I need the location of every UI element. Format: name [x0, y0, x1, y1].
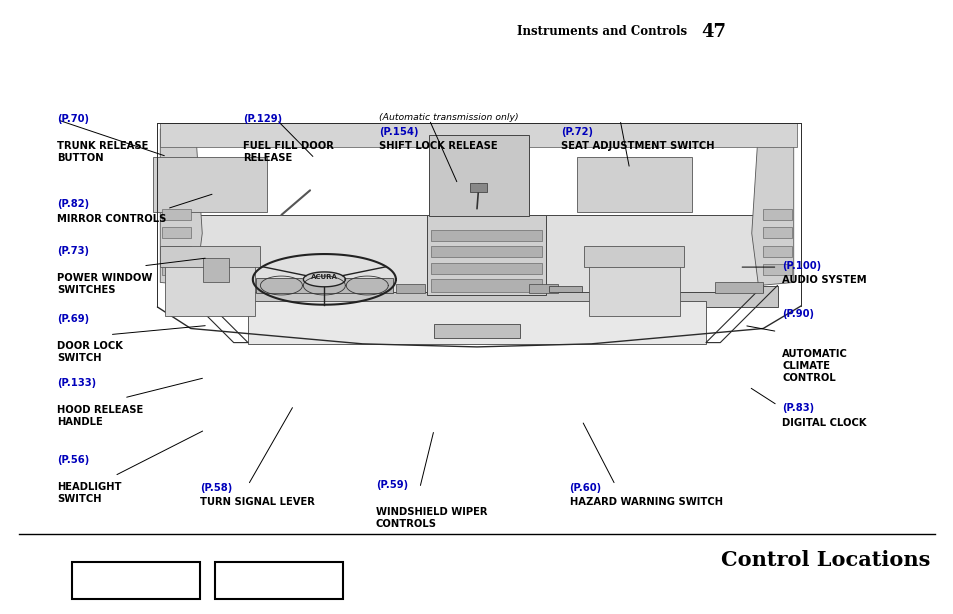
Polygon shape [588, 264, 679, 316]
Polygon shape [431, 279, 541, 292]
Polygon shape [248, 301, 705, 344]
Polygon shape [715, 282, 762, 293]
Polygon shape [160, 123, 796, 147]
Text: (Automatic transmission only): (Automatic transmission only) [378, 113, 517, 122]
Polygon shape [429, 135, 529, 216]
Polygon shape [577, 157, 691, 212]
Text: (P.154): (P.154) [378, 126, 417, 137]
Polygon shape [164, 264, 255, 316]
Polygon shape [762, 264, 791, 275]
Text: (P.60): (P.60) [569, 483, 601, 493]
Text: DIGITAL CLOCK: DIGITAL CLOCK [781, 418, 866, 427]
Polygon shape [255, 278, 393, 293]
Text: POWER WINDOW
SWITCHES: POWER WINDOW SWITCHES [57, 273, 152, 295]
Text: WINDSHIELD WIPER
CONTROLS: WINDSHIELD WIPER CONTROLS [375, 507, 487, 529]
Text: (P.59): (P.59) [375, 480, 408, 489]
Text: (P.56): (P.56) [57, 455, 90, 465]
Text: TURN SIGNAL LEVER: TURN SIGNAL LEVER [200, 497, 314, 507]
Polygon shape [548, 286, 581, 292]
Text: HEADLIGHT
SWITCH: HEADLIGHT SWITCH [57, 482, 122, 504]
Text: Instruments and Controls: Instruments and Controls [517, 25, 686, 39]
Polygon shape [762, 227, 791, 238]
Polygon shape [159, 246, 259, 267]
Text: HOOD RELEASE
HANDLE: HOOD RELEASE HANDLE [57, 405, 143, 427]
Text: (P.83): (P.83) [781, 403, 814, 413]
Polygon shape [162, 246, 191, 257]
Text: (P.82): (P.82) [57, 199, 90, 209]
Text: (P.133): (P.133) [57, 378, 96, 388]
Polygon shape [762, 246, 791, 257]
Polygon shape [583, 246, 683, 267]
Polygon shape [303, 272, 345, 287]
Text: FUEL FILL DOOR
RELEASE: FUEL FILL DOOR RELEASE [243, 141, 334, 163]
Polygon shape [162, 227, 191, 238]
Polygon shape [162, 209, 191, 220]
Text: (P.73): (P.73) [57, 246, 90, 256]
Text: (P.90): (P.90) [781, 309, 814, 319]
Polygon shape [431, 263, 541, 274]
Polygon shape [162, 264, 191, 275]
Polygon shape [395, 284, 424, 293]
Polygon shape [431, 230, 541, 241]
Polygon shape [431, 246, 541, 257]
Polygon shape [751, 129, 793, 286]
Polygon shape [152, 157, 267, 212]
Polygon shape [529, 284, 558, 293]
Text: (P.100): (P.100) [781, 260, 821, 271]
Text: (P.129): (P.129) [243, 114, 282, 124]
Text: SEAT ADJUSTMENT SWITCH: SEAT ADJUSTMENT SWITCH [560, 141, 714, 151]
Polygon shape [427, 215, 545, 295]
Polygon shape [762, 209, 791, 220]
Text: (P.69): (P.69) [57, 314, 90, 324]
Text: AUDIO SYSTEM: AUDIO SYSTEM [781, 275, 866, 285]
Text: MIRROR CONTROLS: MIRROR CONTROLS [57, 214, 167, 223]
Polygon shape [203, 258, 229, 282]
Text: AUTOMATIC
CLIMATE
CONTROL: AUTOMATIC CLIMATE CONTROL [781, 349, 847, 383]
Text: TRUNK RELEASE
BUTTON: TRUNK RELEASE BUTTON [57, 141, 149, 163]
Text: (P.72): (P.72) [560, 126, 593, 137]
Text: (P.70): (P.70) [57, 114, 90, 124]
Polygon shape [160, 129, 202, 286]
Text: Control Locations: Control Locations [720, 550, 929, 570]
Polygon shape [176, 286, 777, 307]
Bar [71, 562, 200, 599]
Text: HAZARD WARNING SWITCH: HAZARD WARNING SWITCH [569, 497, 721, 507]
Polygon shape [434, 324, 519, 338]
Text: 47: 47 [700, 23, 725, 41]
Polygon shape [470, 183, 486, 192]
Text: SHIFT LOCK RELEASE: SHIFT LOCK RELEASE [378, 141, 497, 151]
Bar [214, 562, 343, 599]
Text: ACURA: ACURA [311, 274, 337, 281]
Text: (P.58): (P.58) [200, 483, 233, 493]
Text: DOOR LOCK
SWITCH: DOOR LOCK SWITCH [57, 341, 123, 363]
Polygon shape [191, 215, 762, 292]
